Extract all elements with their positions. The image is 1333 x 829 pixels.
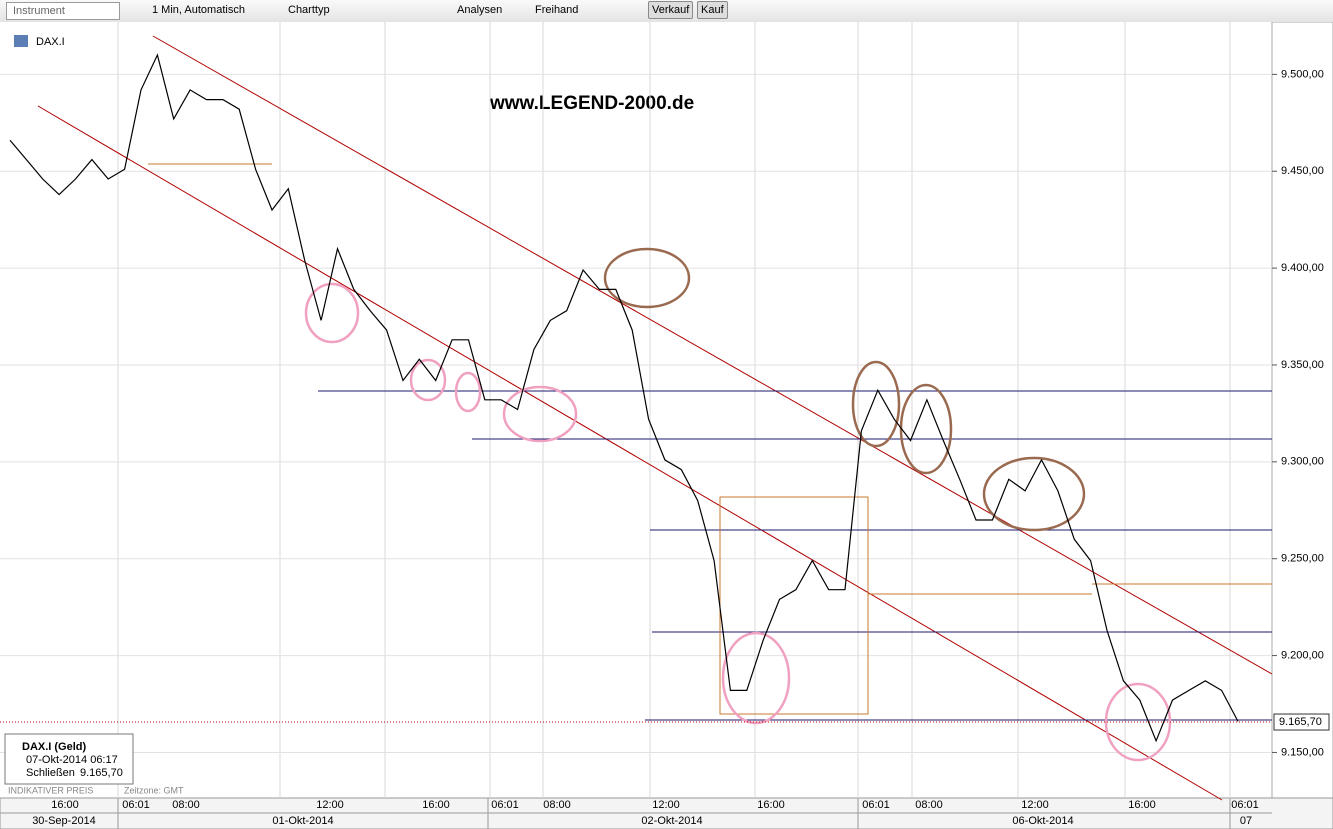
circle	[454, 371, 482, 413]
sell-button[interactable]: Verkauf	[648, 1, 694, 19]
time-label: 08:00	[172, 799, 200, 811]
instrument-input[interactable]: Instrument	[6, 2, 120, 20]
y-tick-label: 9.200,00	[1281, 649, 1324, 661]
y-tick-label: 9.400,00	[1281, 262, 1324, 274]
date-label: 07	[1240, 815, 1252, 827]
charttype-menu[interactable]: Charttyp	[288, 4, 330, 16]
time-label: 16:00	[51, 799, 79, 811]
info-close-label: Schließen	[26, 767, 75, 779]
y-tick-label: 9.350,00	[1281, 359, 1324, 371]
chart-background	[0, 22, 1333, 829]
analyses-menu[interactable]: Analysen	[457, 4, 503, 16]
trend-line	[152, 35, 1273, 675]
time-label: 08:00	[915, 799, 943, 811]
footer-note: INDIKATIVER PREIS	[8, 785, 93, 795]
interval-menu[interactable]: 1 Min, Automatisch	[152, 4, 245, 16]
last-price-label: 9.165,70	[1279, 716, 1322, 728]
date-label: 01-Okt-2014	[272, 815, 333, 827]
time-label: 16:00	[757, 799, 785, 811]
circle	[502, 385, 578, 443]
date-label: 06-Okt-2014	[1012, 815, 1073, 827]
y-tick-label: 9.250,00	[1281, 553, 1324, 565]
y-tick-label: 9.450,00	[1281, 165, 1324, 177]
price-axis	[1271, 22, 1333, 799]
circle	[982, 456, 1086, 532]
time-label: 16:00	[1128, 799, 1156, 811]
time-label: 12:00	[652, 799, 680, 811]
circle	[603, 247, 691, 309]
instrument-placeholder: Instrument	[13, 5, 65, 17]
time-label: 12:00	[316, 799, 344, 811]
date-label: 30-Sep-2014	[32, 815, 96, 827]
info-title: DAX.I (Geld)	[22, 741, 87, 753]
last-price-box	[1273, 713, 1330, 731]
symbol-icon	[14, 35, 28, 47]
time-label: 16:00	[422, 799, 450, 811]
time-label: 08:00	[543, 799, 571, 811]
freehand-menu[interactable]: Freihand	[535, 4, 579, 16]
toolbar: Instrument 1 Min, Automatisch Charttyp A…	[0, 0, 1333, 23]
time-label: 06:01	[1231, 799, 1259, 811]
time-label: 12:00	[1021, 799, 1049, 811]
chart: www.LEGEND-2000.de DAX.I	[0, 22, 1333, 829]
info-time: 07-Okt-2014 06:17	[26, 754, 118, 766]
info-box	[4, 733, 134, 785]
symbol-label[interactable]: DAX.I	[36, 36, 65, 48]
date-label: 02-Okt-2014	[641, 815, 702, 827]
circle	[304, 282, 360, 344]
buy-button[interactable]: Kauf	[697, 1, 728, 19]
trend-line	[37, 105, 1223, 801]
y-tick-label: 9.300,00	[1281, 456, 1324, 468]
time-label: 06:01	[491, 799, 519, 811]
y-tick-label: 9.500,00	[1281, 68, 1324, 80]
y-tick-label: 9.150,00	[1281, 746, 1324, 758]
circle	[721, 631, 791, 725]
time-label: 06:01	[862, 799, 890, 811]
watermark: www.LEGEND-2000.de	[489, 93, 694, 114]
price-line	[9, 53, 1239, 743]
footer-timezone: Zeitzone: GMT	[124, 785, 184, 795]
time-label: 06:01	[122, 799, 150, 811]
drawings	[37, 35, 1273, 801]
circle	[851, 360, 901, 448]
circle	[409, 358, 447, 402]
info-close: 9.165,70	[80, 767, 123, 779]
